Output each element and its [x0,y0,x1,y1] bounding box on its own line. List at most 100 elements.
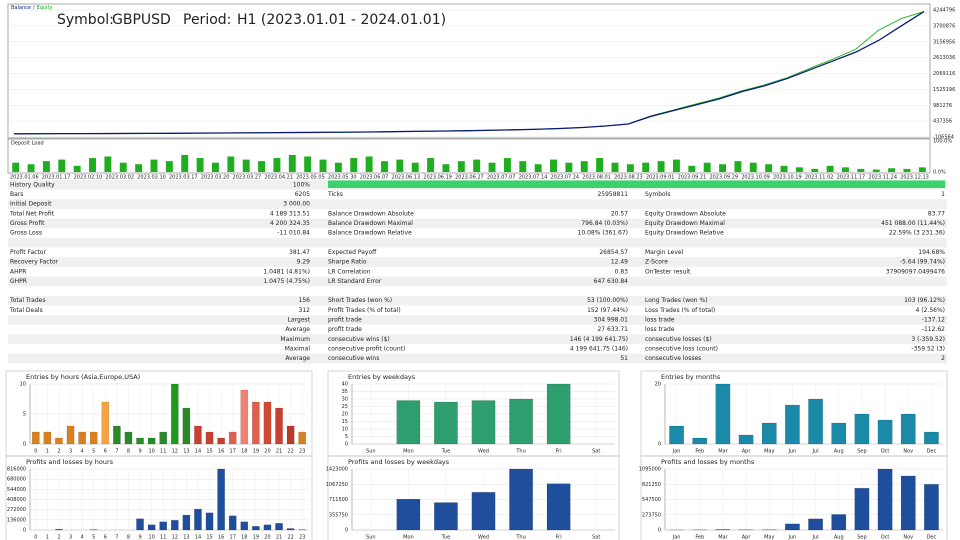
cell-value: 22.59% (3 231.36) [889,230,945,237]
y-tick-label: 30 [342,397,348,403]
x-tick-label: 16 [218,449,224,455]
bar [749,162,757,172]
bar [857,168,865,172]
cell-label: consecutive losses [645,355,701,362]
x-tick-label: 17 [230,449,236,455]
bar [334,162,342,172]
y-tick-label: 136000 [7,517,26,523]
bar [703,162,711,172]
cell-value: Average [285,326,310,333]
cell-value: 10.08% (361.67) [578,230,628,237]
bar [365,156,373,172]
bar [396,159,404,172]
row-background [8,353,947,364]
x-tick-label: 2023.12.13 [900,175,929,181]
x-tick-label: Aug [834,535,844,540]
bar [831,514,847,531]
cell-value: 1 [941,191,945,198]
bar [181,154,189,172]
x-tick-label: Mar [718,535,728,540]
cell-value: -5.64 (99.74%) [900,259,945,266]
bar [319,159,327,172]
x-tick-label: 2023.07.24 [550,175,579,181]
x-tick-label: 21 [276,535,282,540]
y-tick-label: 711500 [329,497,348,503]
cell-label: loss trade [645,326,675,333]
bar [228,431,237,445]
bar [611,162,619,172]
cell-value: 796.84 (0.03%) [581,220,628,227]
x-tick-label: 2023.03.20 [201,175,230,181]
cell-label: loss trade [645,317,675,324]
cell-value: 156 [299,297,311,304]
bar [826,165,834,172]
bar [159,521,167,531]
cell-label: profit trade [328,317,362,324]
x-tick-label: Sat [592,449,600,455]
x-tick-label: Fri [556,449,562,455]
bar [918,167,926,172]
x-tick-label: 2023.11.02 [805,175,834,181]
cell-value: Largest [288,317,311,324]
chart-title: Entries by weekdays [348,373,416,381]
cell-value: 2 [941,355,945,362]
y-tick-label: 544000 [7,487,26,493]
bar [89,158,96,172]
x-tick-label: 1 [46,535,49,540]
bar [471,400,496,445]
bar [194,508,202,531]
bar [288,154,296,172]
x-tick-label: 20 [264,449,270,455]
x-tick-label: 9 [138,449,141,455]
cell-label: AHPR [10,268,26,275]
cell-value: 1.0481 (4.81%) [263,268,310,275]
x-tick-label: 2023.07.14 [519,175,548,181]
x-tick-label: 2 [57,535,60,540]
y-tick-label: 25 [342,404,348,410]
x-tick-label: Apr [742,535,752,540]
bar [411,162,419,172]
x-tick-label: 21 [276,449,282,455]
x-tick-label: Fri [556,535,562,540]
y-tick-label: 0 [23,528,26,534]
chart-title: Entries by hours (Asia,Europe,USA) [26,373,140,381]
y-tick-label: 5 [23,412,26,418]
cell-label: GHPR [10,278,27,285]
x-tick-label: 2023.04.21 [264,175,293,181]
bar [546,483,571,531]
cell-value: -112.62 [922,326,945,333]
bar [119,162,127,172]
bar [546,383,571,445]
panel-frame [327,455,620,540]
chart-title: Profits and losses by hours [26,458,114,466]
bar [761,422,777,445]
bar [785,404,800,445]
x-tick-label: 2023.06.13 [392,175,421,181]
x-tick-label: 2023.02.10 [74,175,103,181]
x-tick-label: Oct [881,535,890,540]
bar [900,475,916,531]
bar [854,413,870,445]
bar [715,529,731,531]
cell-value: 4 199 641.75 (146) [570,345,628,352]
cell-label: OnTester result [645,268,691,275]
bar [503,158,511,172]
x-tick-label: Sat [592,535,600,540]
x-tick-label: 23 [299,535,305,540]
row-background [8,237,947,248]
y-tick-label: 273750 [642,512,661,518]
row-background [8,257,947,267]
bar [877,468,893,531]
bar [217,468,225,531]
bar [275,407,283,445]
y-tick-label: -106564 [933,135,954,141]
bar [227,156,235,172]
x-tick-label: Dec [927,449,937,455]
x-tick-label: 22 [287,535,293,540]
bar [182,407,191,445]
bar [101,401,110,445]
x-tick-label: Mon [403,449,414,455]
x-tick-label: 19 [253,535,259,540]
x-tick-label: 20 [264,535,270,540]
